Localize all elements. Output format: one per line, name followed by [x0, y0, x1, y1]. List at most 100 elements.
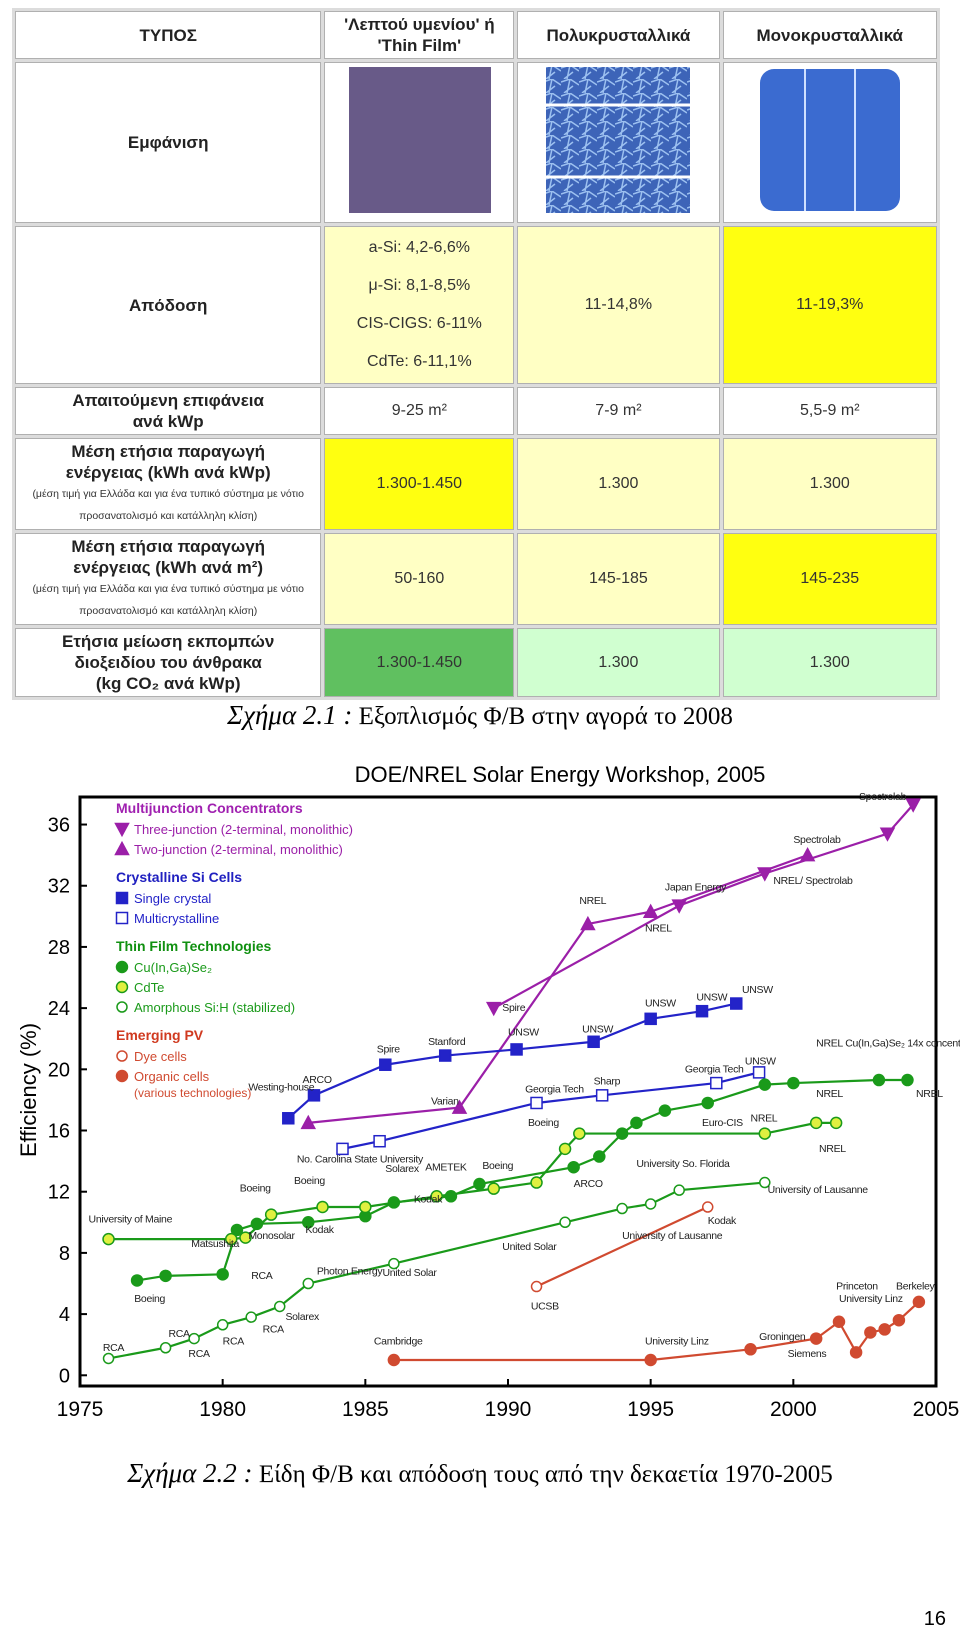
caption-text: Είδη Φ/Β και απόδοση τους από την δεκαετ…	[252, 1461, 833, 1488]
caption-label: Σχήμα 2.1 :	[227, 700, 353, 730]
marker	[567, 1160, 580, 1174]
legend-group-title: Crystalline Si Cells	[116, 869, 242, 885]
cell: 11-14,8%	[517, 226, 720, 384]
marker	[730, 997, 743, 1010]
header-row: ΤΥΠΟΣ 'Λεπτού υμενίου' ή 'Thin Film' Πολ…	[15, 11, 937, 59]
cell-line: CIS-CIGS: 6-11%	[356, 315, 482, 332]
marker	[130, 1274, 144, 1287]
marker	[300, 1114, 317, 1130]
marker	[188, 1332, 200, 1345]
annotation: Georgia Tech	[525, 1083, 584, 1095]
annotation: Boeing	[240, 1183, 271, 1195]
annotation: Solarex	[285, 1311, 320, 1323]
marker	[159, 1269, 172, 1283]
legend-group-title: Multijunction Concentrators	[116, 800, 303, 816]
annotation: Boeing	[294, 1175, 325, 1187]
row: Μέση ετήσια παραγωγή ενέργειας (kWh ανά m…	[15, 533, 937, 625]
marker	[872, 1073, 886, 1087]
marker	[630, 1116, 643, 1130]
series-line	[536, 1206, 709, 1288]
label-line: Απόδοση	[128, 295, 208, 315]
marker	[580, 915, 596, 931]
marker	[879, 827, 896, 842]
series-line	[393, 1301, 920, 1362]
annotation: Stanford	[428, 1036, 466, 1048]
cell: 145-235	[722, 533, 937, 625]
marker	[901, 1073, 914, 1087]
marker	[809, 1332, 823, 1345]
label-line: ενέργειας (kWh ανά kWp)	[65, 463, 271, 482]
cell: 1.300	[517, 628, 720, 697]
legend-note: (various technologies)	[134, 1086, 251, 1100]
label-line: Ετήσια μείωση εκπομπών	[62, 632, 275, 651]
x-tick-label: 2005	[913, 1398, 960, 1420]
legend-entry: Two-junction (2-terminal, monolithic)	[134, 842, 343, 857]
marker	[752, 1066, 766, 1079]
marker	[159, 1342, 172, 1354]
marker	[642, 903, 659, 918]
caption: Σχήμα 2.1 : Εξοπλισμός Φ/Β στην αγορά το…	[0, 700, 960, 731]
marker	[216, 1319, 229, 1331]
cell: 50-160	[324, 533, 515, 625]
row-label: Ετήσια μείωση εκπομπών διοξειδίου του άνθ…	[15, 628, 322, 697]
annotation: Boeing	[528, 1117, 559, 1129]
marker	[114, 840, 130, 856]
annotation: UNSW	[645, 998, 676, 1010]
marker	[373, 1134, 386, 1148]
x-tick-label: 1995	[627, 1398, 674, 1420]
y-tick-label: 4	[59, 1304, 70, 1326]
marker	[758, 1078, 772, 1091]
marker	[115, 891, 129, 905]
x-tick-label: 1975	[57, 1398, 104, 1420]
legend-group-title: Thin Film Technologies	[116, 938, 272, 954]
cell: a-Si: 4,2-6,6% μ-Si: 8,1-8,5% CIS-CIGS: 6-…	[324, 226, 515, 384]
annotation: No. Carolina State University	[297, 1154, 424, 1166]
annotation: Kodak	[414, 1193, 443, 1205]
label-line: Απαιτούμενη επιφάνεια	[72, 391, 264, 410]
row: Ετήσια μείωση εκπομπών διοξειδίου του άνθ…	[15, 628, 937, 697]
label-line: Εμφάνιση	[127, 133, 209, 152]
cell: 11-19,3%	[722, 226, 937, 384]
marker	[892, 1313, 906, 1327]
series-line	[287, 1002, 737, 1120]
marker	[115, 911, 129, 925]
mono-image	[759, 69, 900, 211]
marker	[905, 798, 921, 813]
marker	[510, 1043, 523, 1056]
y-tick-label: 24	[48, 998, 70, 1020]
y-tick-label: 12	[48, 1182, 70, 1204]
label-note: (μέση τιμή για Ελλάδα και για ένα τυπικό…	[32, 488, 304, 522]
annotation: Spire	[502, 1002, 525, 1014]
caption-label: Σχήμα 2.2 :	[127, 1458, 253, 1488]
marker	[644, 1198, 657, 1210]
cell: 5,5-9 m²	[722, 387, 937, 435]
marker	[759, 1176, 771, 1189]
cell: 145-185	[517, 533, 720, 625]
row-label: Απόδοση	[15, 226, 322, 384]
marker	[473, 1177, 486, 1191]
thin-film-image	[349, 67, 492, 213]
marker	[114, 822, 130, 838]
marker	[336, 1142, 349, 1156]
annotation: Spectrolab	[793, 834, 841, 846]
annotation: Spire	[377, 1043, 400, 1055]
annotation: RCA	[251, 1270, 273, 1282]
y-tick-label: 36	[48, 815, 70, 837]
marker	[912, 1295, 926, 1309]
row-label: Μέση ετήσια παραγωγή ενέργειας (kWh ανά m…	[15, 533, 322, 625]
annotation: NREL	[816, 1088, 843, 1100]
y-tick-label: 16	[48, 1121, 70, 1143]
annotation: University of Lausanne	[622, 1230, 723, 1242]
marker	[316, 1200, 329, 1214]
annotation: Solarex	[385, 1163, 420, 1175]
annotation: Matsushita	[191, 1238, 239, 1250]
marker	[379, 1058, 392, 1071]
cell-line: a-Si: 4,2-6,6%	[368, 239, 471, 256]
annotation: United Solar	[382, 1267, 437, 1279]
marker	[102, 1352, 115, 1365]
marker	[302, 1216, 315, 1229]
marker	[787, 1076, 800, 1090]
annotation: UNSW	[582, 1024, 613, 1036]
header-cell: 'Λεπτού υμενίου' ή 'Thin Film'	[324, 11, 515, 59]
marker	[573, 1127, 586, 1140]
